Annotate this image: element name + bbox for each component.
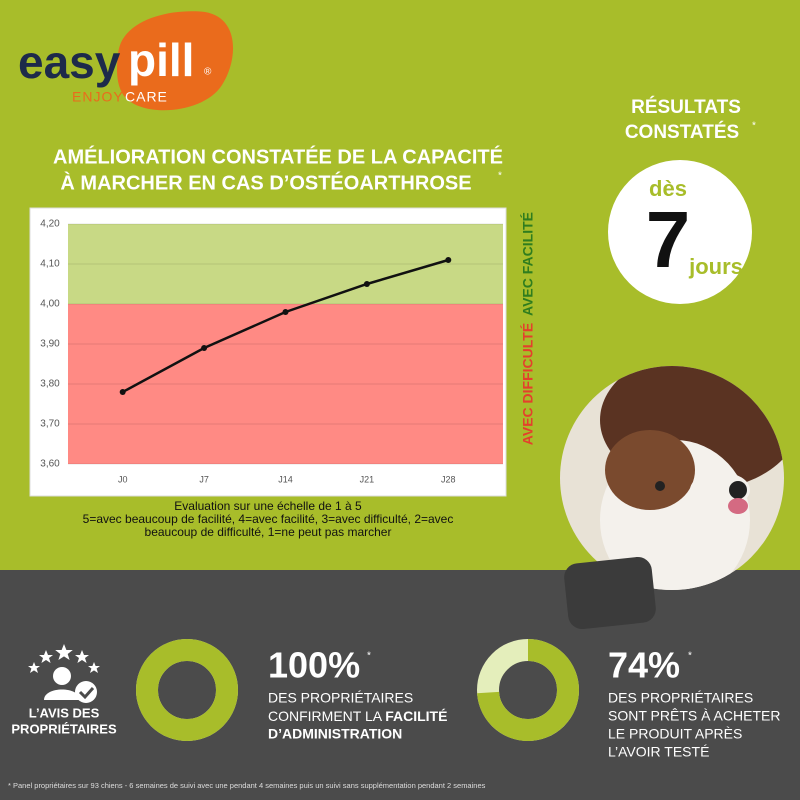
x-tick-label: J0 — [118, 474, 128, 484]
y-tick-label: 3,90 — [40, 339, 60, 350]
zone-label: AVEC DIFFICULTÉ — [520, 323, 536, 445]
stat-text: DES PROPRIÉTAIRES — [608, 690, 753, 706]
x-tick-label: J21 — [360, 474, 375, 484]
chart-title: AMÉLIORATION CONSTATÉE DE LA CAPACITÉ — [53, 145, 503, 168]
point — [201, 345, 208, 351]
owners-icon — [28, 644, 100, 703]
results-prefix: dès — [649, 176, 687, 201]
results-title: RÉSULTATS — [631, 96, 741, 118]
title-note: * — [498, 171, 502, 182]
stat-note: * — [688, 651, 692, 662]
chart-caption: Evaluation sur une échelle de 1 à 5 — [174, 499, 362, 513]
stat-value: 74% — [608, 645, 680, 686]
chart-caption: beaucoup de difficulté, 1=ne peut pas ma… — [145, 525, 392, 539]
results-circle — [608, 160, 752, 304]
bottom-background — [0, 570, 800, 800]
owners-label: PROPRIÉTAIRES — [11, 721, 117, 736]
y-tick-label: 3,70 — [40, 419, 60, 430]
stat-value: 100% — [268, 645, 360, 686]
logo-blob — [117, 11, 234, 111]
point — [119, 389, 126, 395]
logo-care: CARE — [125, 89, 168, 105]
donut-arc — [477, 639, 579, 741]
results-number: 7 — [646, 195, 691, 284]
point — [282, 309, 289, 315]
stat-text: L’AVOIR TESTÉ — [608, 744, 709, 760]
stat-text: CONFIRMENT LA FACILITÉ — [268, 708, 447, 724]
chart: AVEC FACILITÉ AVEC DIFFICULTÉ 3,60 3,70 3,80… — [40, 212, 535, 484]
zone-label: AVEC FACILITÉ — [520, 212, 536, 316]
zone — [68, 304, 503, 464]
donut-arc — [136, 639, 238, 741]
stat-text: LE PRODUIT APRÈS — [608, 726, 742, 742]
logo-enjoy: ENJOY — [72, 89, 124, 105]
x-tick-label: J14 — [278, 474, 293, 484]
y-tick-label: 4,10 — [40, 259, 60, 270]
logo-easy: easy — [18, 36, 121, 88]
owners-label: L’AVIS DES — [29, 705, 100, 720]
logo-pill: pill — [128, 34, 194, 86]
chart-caption: 5=avec beaucoup de facilité, 4=avec faci… — [83, 512, 454, 526]
point — [363, 281, 370, 287]
chart-title: À MARCHER EN CAS D’OSTÉOARTHROSE — [60, 171, 471, 194]
results-note: * — [752, 121, 756, 132]
pill-image — [564, 556, 656, 630]
y-tick-label: 4,00 — [40, 299, 60, 310]
stat-text: DES PROPRIÉTAIRES — [268, 690, 413, 706]
logo-reg: ® — [204, 67, 212, 78]
y-tick-label: 3,80 — [40, 379, 60, 390]
stat-text: SONT PRÊTS À ACHETER — [608, 708, 780, 724]
footnote: * Panel propriétaires sur 93 chiens - 6 … — [8, 781, 486, 790]
y-tick-label: 4,20 — [40, 219, 60, 230]
x-tick-label: J28 — [441, 474, 456, 484]
x-tick-label: J7 — [199, 474, 209, 484]
results-unit: jours — [688, 254, 743, 279]
stat-text: D’ADMINISTRATION — [268, 726, 402, 742]
stats — [136, 639, 579, 741]
results-title: CONSTATÉS — [625, 121, 739, 143]
y-tick-label: 3,60 — [40, 459, 60, 470]
stat-note: * — [367, 651, 371, 662]
point — [445, 257, 452, 263]
